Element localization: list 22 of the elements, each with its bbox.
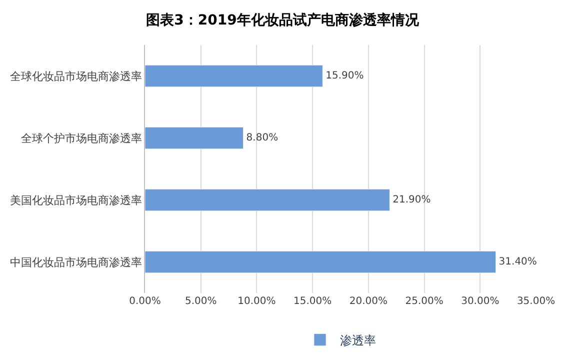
x-tick-label: 0.00% [129,296,161,307]
bar [145,64,323,88]
chart-title: 图表3：2019年化妆品试产电商渗透率情况 [146,11,420,28]
y-tick-label: 全球个护市场电商渗透率 [20,132,142,145]
y-tick-label: 美国化妆品市场电商渗透率 [10,194,142,207]
x-tick-label: 15.00% [294,296,332,307]
data-label: 8.80% [246,132,278,144]
x-tick-label: 25.00% [405,296,444,307]
y-tick-label: 中国化妆品市场电商渗透率 [10,256,142,269]
x-tick-label: 35.00% [516,296,556,307]
x-tick-label: 10.00% [238,296,276,307]
x-tick-label: 20.00% [349,296,388,307]
data-label: 15.90% [326,70,364,82]
x-tick-label: 30.00% [461,296,500,307]
bar [145,188,390,212]
y-tick-label: 全球化妆品市场电商渗透率 [10,70,142,83]
bar [145,126,244,150]
data-label: 21.90% [392,194,431,206]
data-label: 31.40% [498,256,537,268]
bar [145,250,496,274]
x-tick-label: 5.00% [184,296,217,307]
legend-label: 渗透率 [340,333,376,348]
